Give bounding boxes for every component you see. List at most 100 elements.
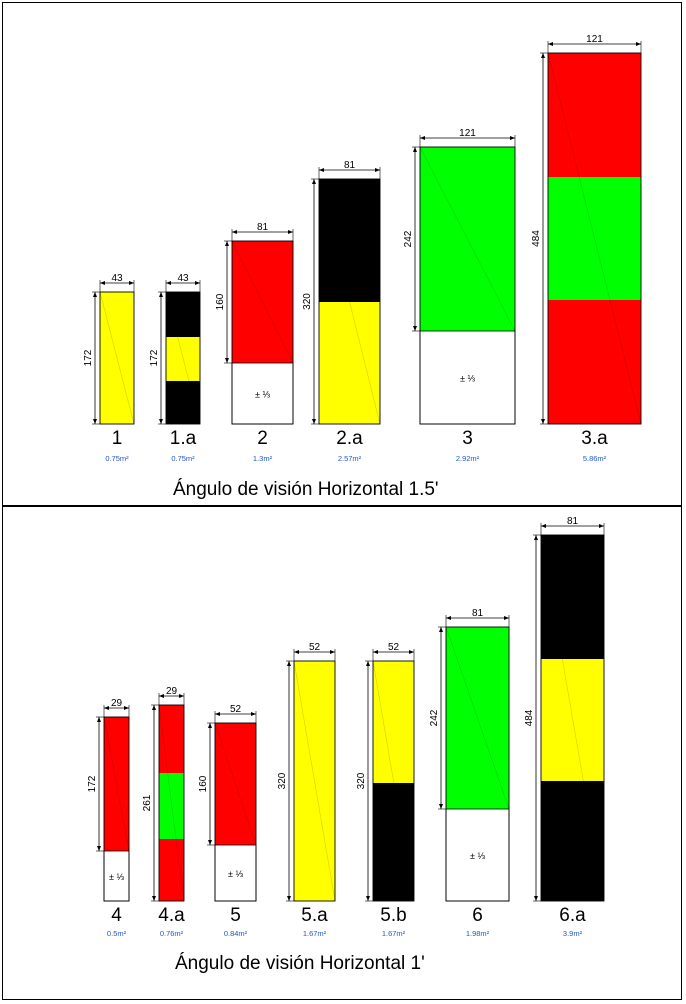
diagonal-guide [547, 52, 642, 425]
diagonal-guide [103, 716, 130, 852]
width-dimension-label: 81 [567, 516, 579, 527]
sign-segment-green [159, 773, 184, 839]
sign-segment-red [548, 53, 641, 177]
sign-segment-black [319, 179, 380, 302]
top-panel-caption: Ángulo de visión Horizontal 1.5' [173, 479, 439, 500]
height-dimension-label: 320 [356, 772, 367, 789]
sign-segment-red [215, 723, 256, 845]
sign-area-label: 0.76m² [160, 929, 184, 938]
sign-segment-yellow [166, 337, 200, 381]
height-dimension-label: 160 [198, 775, 209, 792]
sign-area-label: 0.75m² [171, 454, 195, 463]
top-sign-2: ± ⅓ 81 160 2 1.3m² [215, 222, 294, 463]
width-dimension-label: 121 [459, 128, 476, 139]
height-dimension-label: 320 [277, 772, 288, 789]
sign-name-label: 3 [462, 428, 473, 449]
width-dimension-line [100, 281, 134, 285]
bottom-sign-5-b: 52 320 5.b 1.67m² [356, 642, 415, 938]
top-sign-2-a: 81 320 2.a 2.57m² [302, 160, 381, 463]
sign-outline [540, 534, 605, 902]
sign-segment-black [373, 783, 414, 901]
sign-segment-yellow [541, 659, 604, 781]
sign-name-label: 6.a [559, 905, 586, 926]
height-dimension-line [541, 53, 545, 424]
fraction-label: ± ⅓ [109, 872, 124, 882]
height-dimension-line [287, 661, 291, 901]
fraction-label: ± ⅓ [460, 374, 475, 384]
width-dimension-label: 29 [111, 698, 123, 709]
sign-segment-green [548, 177, 641, 300]
width-dimension-label: 81 [257, 222, 269, 233]
bottom-sign-diagram: ± ⅓ 29 172 4 0.5m² 29 261 4.a 0.76m² ± ⅓ 52 160 5 0.8… [87, 516, 605, 938]
height-dimension-line [159, 292, 163, 424]
width-dimension-label: 52 [230, 704, 242, 715]
top-sign-3: ± ⅓ 121 242 3 2.92m² [403, 128, 516, 463]
fraction-label: ± ⅓ [228, 869, 243, 879]
sign-outline [158, 704, 185, 902]
sign-area-label: 1.98m² [466, 929, 490, 938]
sign-name-label: 3.a [581, 428, 608, 449]
bottom-sign-5: ± ⅓ 52 160 5 0.84m² [198, 704, 257, 938]
width-dimension-line [373, 650, 414, 654]
sign-outline [99, 291, 135, 425]
sign-segment-black [166, 381, 200, 424]
width-dimension-line [541, 524, 604, 528]
height-dimension-label: 160 [215, 293, 226, 310]
height-dimension-line [152, 705, 156, 901]
sign-name-label: 5.a [301, 905, 328, 926]
sign-name-label: 5.b [380, 905, 406, 926]
width-dimension-line [215, 712, 256, 716]
diagonal-guide [99, 291, 135, 425]
diagonal-guide [231, 240, 294, 364]
sign-outline [419, 146, 516, 425]
diagonal-guide [158, 704, 185, 902]
top-sign-diagram: 43 172 1 0.75m² 43 172 1.a 0.75m² ± ⅓ 81 160 2 1.3m²… [83, 34, 642, 463]
sign-area-label: 2.57m² [338, 454, 362, 463]
height-dimension-label: 242 [429, 709, 440, 726]
sign-outline [445, 626, 510, 902]
sign-name-label: 4 [111, 905, 122, 926]
diagonal-guide [372, 660, 415, 902]
height-dimension-line [413, 147, 417, 331]
sign-area-label: 0.5m² [107, 929, 127, 938]
sign-segment-yellow [100, 292, 134, 424]
height-dimension-label: 320 [302, 293, 313, 310]
sign-segment-green [446, 627, 509, 809]
sign-segment-black [166, 292, 200, 337]
bottom-sign-6-a: 81 484 6.a 3.9m² [524, 516, 605, 938]
sign-name-label: 6 [472, 905, 483, 926]
sign-area-label: 0.75m² [105, 454, 129, 463]
height-dimension-line [534, 535, 538, 901]
bottom-sign-4-a: 29 261 4.a 0.76m² [142, 686, 185, 938]
width-dimension-line [166, 281, 200, 285]
width-dimension-line [548, 42, 641, 46]
height-dimension-label: 172 [87, 775, 98, 792]
sign-outline [547, 52, 642, 425]
top-panel: 43 172 1 0.75m² 43 172 1.a 0.75m² ± ⅓ 81 160 2 1.3m²… [2, 2, 682, 506]
width-dimension-line [294, 650, 335, 654]
sign-outline [231, 240, 294, 425]
sign-outline [318, 178, 381, 425]
sign-outline [214, 722, 257, 902]
height-dimension-label: 484 [524, 709, 535, 726]
sign-segment-green [420, 147, 515, 331]
height-dimension-label: 172 [83, 349, 94, 366]
width-dimension-line [232, 230, 293, 234]
bottom-sign-6: ± ⅓ 81 242 6 1.98m² [429, 608, 510, 938]
sign-segment-red [159, 705, 184, 773]
bottom-sign-4: ± ⅓ 29 172 4 0.5m² [87, 698, 130, 938]
sign-segment-yellow [294, 661, 335, 901]
sign-base [103, 850, 130, 902]
height-dimension-line [312, 179, 316, 424]
width-dimension-line [159, 694, 184, 698]
top-sign-1: 43 172 1 0.75m² [83, 273, 135, 463]
diagonal-guide [318, 178, 381, 425]
sign-outline [372, 660, 415, 902]
diagonal-guide [445, 626, 510, 810]
sign-area-label: 1.67m² [382, 929, 406, 938]
diagonal-guide [165, 291, 201, 425]
sign-segment-red [104, 717, 129, 851]
height-dimension-label: 172 [149, 349, 160, 366]
sign-area-label: 5.86m² [583, 454, 607, 463]
height-dimension-label: 242 [403, 230, 414, 247]
